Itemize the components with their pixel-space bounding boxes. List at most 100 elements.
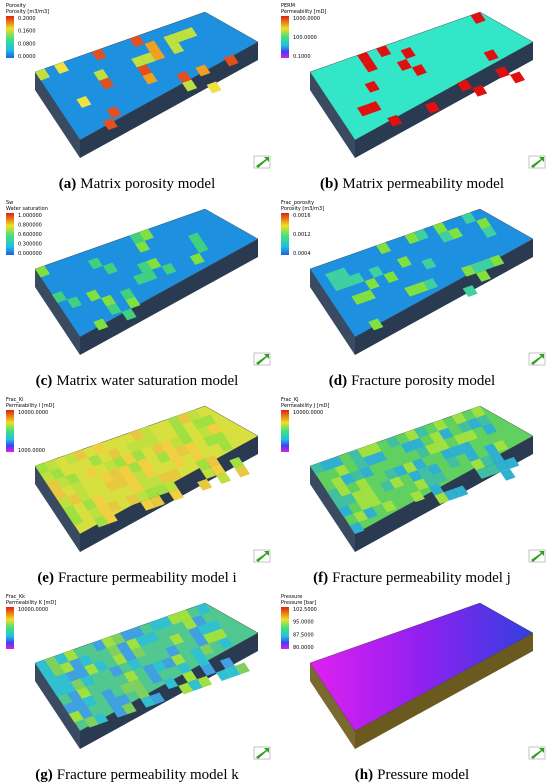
- grid-cell: [457, 79, 473, 92]
- grid-cell: [72, 449, 88, 462]
- grid-cell: [425, 443, 441, 455]
- grid-cell: [475, 467, 492, 479]
- grid-cell: [138, 426, 154, 438]
- grid-cell: [100, 688, 116, 701]
- grid-cell: [332, 496, 348, 509]
- grid-cell: [184, 441, 200, 454]
- grid-cell: [66, 493, 83, 506]
- grid-cell: [206, 423, 222, 435]
- grid-cell: [402, 461, 418, 474]
- grid-cell: [135, 437, 151, 450]
- grid-cell: [76, 490, 92, 502]
- grid-cell: [150, 49, 166, 61]
- grid-cell: [326, 488, 342, 500]
- grid-cell: [457, 421, 473, 433]
- grid-cell: [362, 454, 378, 467]
- grid-cell: [351, 293, 367, 305]
- grid-cell: [476, 414, 492, 427]
- grid-cell: [424, 101, 440, 114]
- grid-cell: [106, 644, 122, 657]
- grid-cell: [200, 467, 217, 479]
- grid-cell: [112, 705, 128, 718]
- grid-cell: [500, 468, 516, 481]
- legend-tick-label: 1.000000: [18, 213, 42, 219]
- grid-cell: [360, 289, 376, 302]
- grid-cell: [68, 513, 84, 526]
- grid-cell: [197, 623, 213, 636]
- grid-cell: [146, 257, 162, 270]
- legend-tick-label: 10000.0000: [18, 607, 48, 613]
- grid-cell: [167, 468, 183, 481]
- caption-letter: (h): [355, 767, 373, 783]
- grid-cell: [481, 423, 497, 435]
- grid-cell: [87, 507, 103, 519]
- caption-letter: (f): [313, 570, 328, 586]
- box-left: [35, 269, 80, 355]
- grid-cell: [494, 460, 510, 473]
- grid-cell: [125, 296, 141, 309]
- grid-cell: [51, 291, 67, 303]
- grid-cell: [127, 461, 143, 474]
- grid-cell: [35, 659, 51, 672]
- legend-tick-label: 0.0016: [293, 213, 311, 219]
- grid-cell: [310, 462, 326, 475]
- box-front: [80, 633, 258, 749]
- grid-cell: [125, 493, 141, 506]
- grid-cell: [216, 669, 232, 681]
- grid-cell: [404, 429, 420, 442]
- orientation-icon: [531, 354, 544, 365]
- caption: (f) Fracture permeability model j: [313, 570, 511, 586]
- legend-title: Sw: [6, 200, 13, 206]
- grid-cell: [120, 629, 136, 642]
- grid-cell: [133, 470, 149, 482]
- legend-bar: [281, 410, 289, 452]
- grid-cell: [410, 437, 426, 450]
- grid-cell: [330, 476, 346, 489]
- grid-cell: [411, 458, 427, 470]
- grid-cell: [129, 429, 145, 442]
- caption-text: Pressure model: [377, 767, 469, 783]
- caption-text: Fracture permeability model k: [57, 767, 240, 783]
- grid-cell: [200, 664, 217, 676]
- grid-cell: [101, 636, 117, 649]
- grid-cell: [187, 679, 203, 691]
- grid-cell: [121, 650, 137, 662]
- grid-cell: [106, 500, 122, 513]
- grid-cell: [170, 456, 186, 469]
- legend-tick-label: 10000.0000: [18, 410, 48, 416]
- grid-cell: [411, 64, 427, 76]
- grid-cell: [453, 433, 469, 445]
- legend-tick-label: 0.2000: [18, 16, 36, 22]
- grid-cell: [172, 30, 188, 43]
- grid-cell: [336, 484, 352, 497]
- grid-cell: [129, 626, 145, 639]
- grid-cell: [489, 254, 505, 267]
- grid-cell: [428, 431, 445, 443]
- grid-cell: [481, 226, 497, 238]
- grid-cell: [35, 68, 51, 81]
- grid-cell: [134, 687, 150, 700]
- legend-bar: [281, 16, 289, 58]
- grid-cell: [167, 613, 183, 625]
- box-front: [80, 42, 258, 158]
- caption-letter: (d): [329, 373, 347, 389]
- grid-cell: [191, 614, 207, 627]
- grid-cell: [110, 633, 126, 645]
- orientation-icon: [256, 748, 269, 759]
- grid-cell: [504, 457, 520, 469]
- grid-cell: [46, 676, 62, 689]
- caption-letter: (e): [37, 570, 54, 586]
- grid-cell: [389, 476, 405, 489]
- grid-cell: [144, 487, 160, 499]
- grid-cell: [404, 232, 420, 245]
- grid-cell: [93, 712, 109, 725]
- grid-cell: [133, 273, 149, 285]
- grid-cell: [117, 464, 134, 477]
- caption-text: Fracture porosity model: [351, 373, 495, 389]
- grid-cell: [218, 637, 234, 649]
- grid-cell: [108, 665, 124, 677]
- grid-cell: [472, 84, 488, 97]
- grid-cell: [202, 434, 219, 447]
